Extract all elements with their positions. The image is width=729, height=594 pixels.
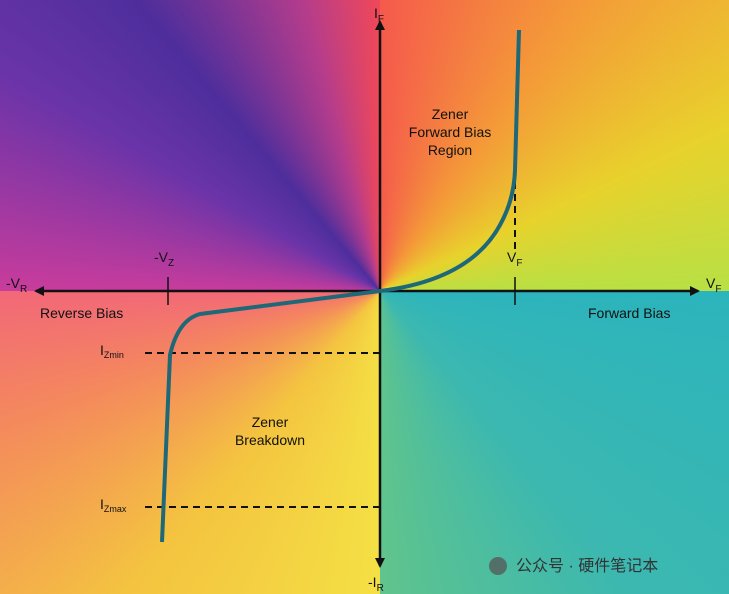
iv-curve <box>160 29 521 543</box>
watermark-icon <box>489 557 507 575</box>
label-sub: F <box>378 14 384 25</box>
x-pos-label: VF <box>706 275 721 295</box>
watermark: 公众号 · 硬件笔记本 <box>516 557 658 575</box>
label-main: -I <box>368 574 377 590</box>
label-sub: Z <box>168 258 174 269</box>
label-main: -V <box>6 275 21 291</box>
reverse-bias-label: Reverse Bias <box>40 305 123 321</box>
label-main: I <box>374 5 378 21</box>
label-sub: F <box>516 258 522 269</box>
label-sub: Zmax <box>104 504 127 514</box>
region-text: Breakdown <box>235 432 305 448</box>
region-text: Zener <box>432 106 469 122</box>
region-text: Forward Bias <box>409 124 491 140</box>
izmax-label: IZmax <box>100 496 127 514</box>
region-text: Region <box>428 142 472 158</box>
y-pos-label: IF <box>374 5 384 25</box>
label-main: V <box>507 249 517 265</box>
x-neg-label: -VR <box>6 275 27 295</box>
label-main: V <box>706 275 716 291</box>
label-sub: Zmin <box>104 350 124 360</box>
label-main: -V <box>154 249 169 265</box>
vf-label: VF <box>507 249 522 269</box>
label-main: I <box>100 496 104 512</box>
forward-bias-label: Forward Bias <box>588 305 670 321</box>
label-sub: R <box>377 583 384 594</box>
region-text: Zener <box>252 414 289 430</box>
label-sub: R <box>20 284 27 295</box>
vz-label: -VZ <box>154 249 174 269</box>
label-sub: F <box>715 284 721 295</box>
izmin-label: IZmin <box>100 342 124 360</box>
y-neg-label: -IR <box>368 574 384 594</box>
label-main: I <box>100 342 104 358</box>
